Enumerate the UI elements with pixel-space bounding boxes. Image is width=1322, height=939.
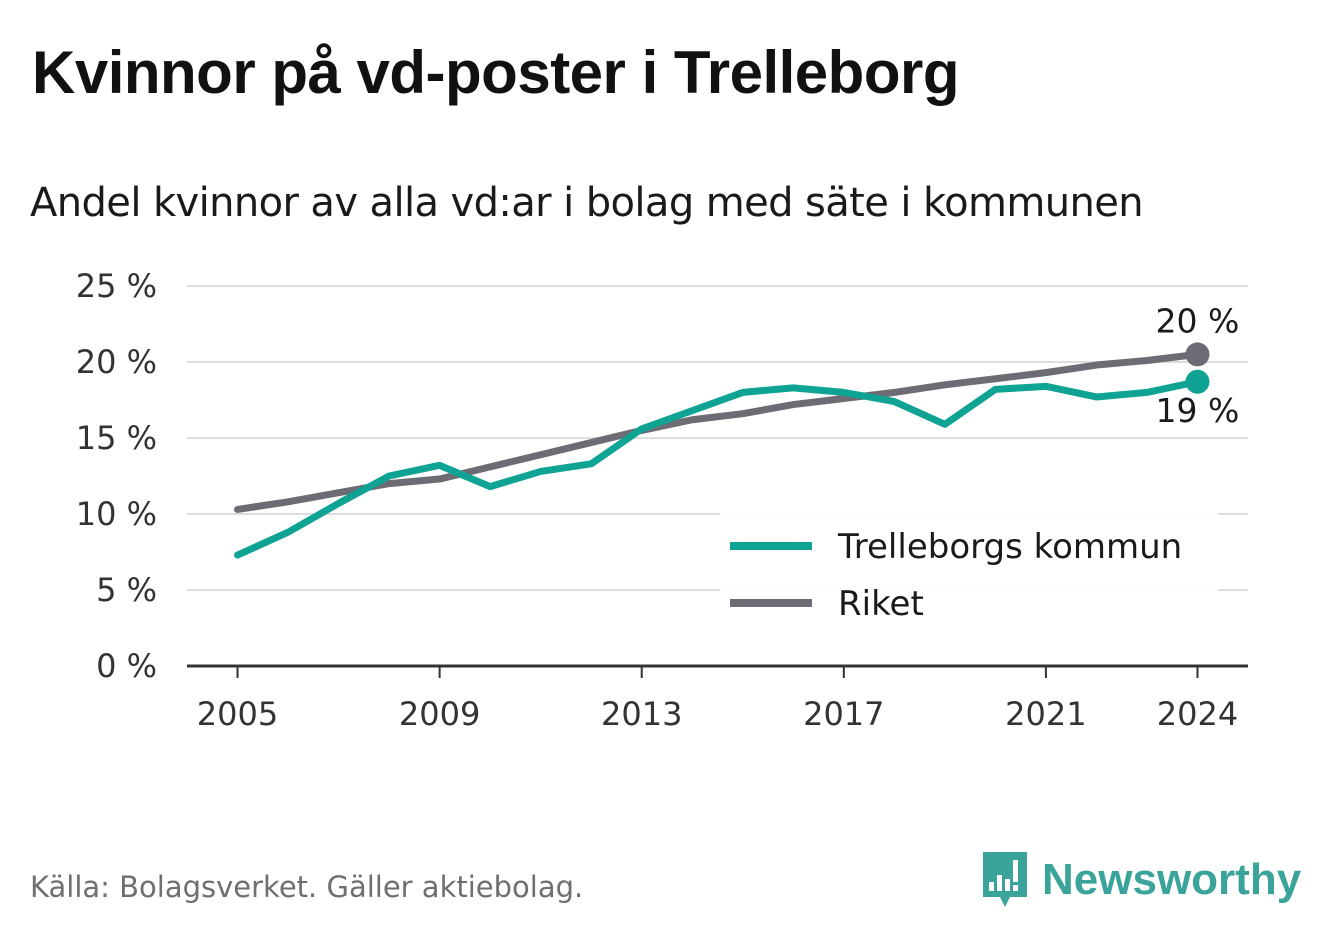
x-tick-label: 2013 <box>601 695 682 733</box>
end-point <box>1185 369 1210 394</box>
y-tick-label: 25 % <box>76 267 157 305</box>
brand-logo: Newsworthy <box>980 848 1301 912</box>
legend-label: Trelleborgs kommun <box>837 527 1182 567</box>
chart-title: Kvinnor på vd-poster i Trelleborg <box>32 39 959 106</box>
y-axis: 0 % 5 % 10 % 15 % 20 % 25 % <box>76 267 1248 685</box>
chart-subtitle: Andel kvinnor av alla vd:ar i bolag med … <box>30 180 1144 226</box>
y-tick-label: 5 % <box>96 571 157 609</box>
x-tick-label: 2017 <box>803 695 884 733</box>
x-tick-label: 2005 <box>197 695 278 733</box>
x-tick-label: 2021 <box>1005 695 1086 733</box>
y-tick-label: 10 % <box>76 495 157 533</box>
series-line <box>234 350 1201 513</box>
brand-name: Newsworthy <box>1042 855 1302 904</box>
x-tick-label: 2009 <box>399 695 480 733</box>
end-point <box>1185 342 1210 367</box>
end-value-label: 19 % <box>1156 391 1240 430</box>
series-lines <box>234 350 1201 559</box>
x-tick-label: 2024 <box>1157 695 1238 733</box>
y-tick-label: 15 % <box>76 419 157 457</box>
source-note: Källa: Bolagsverket. Gäller aktiebolag. <box>30 870 584 904</box>
series-line <box>234 378 1201 559</box>
end-value-label: 20 % <box>1156 301 1240 340</box>
end-labels: 19 % 20 % <box>1156 301 1240 429</box>
legend: Trelleborgs kommun Riket <box>720 513 1218 625</box>
bar-chart-icon <box>983 852 1027 907</box>
y-tick-label: 20 % <box>76 343 157 381</box>
legend-label: Riket <box>838 584 924 624</box>
x-axis: 2005 2009 2013 2017 2021 2024 <box>197 666 1238 733</box>
y-tick-label: 0 % <box>96 647 157 685</box>
